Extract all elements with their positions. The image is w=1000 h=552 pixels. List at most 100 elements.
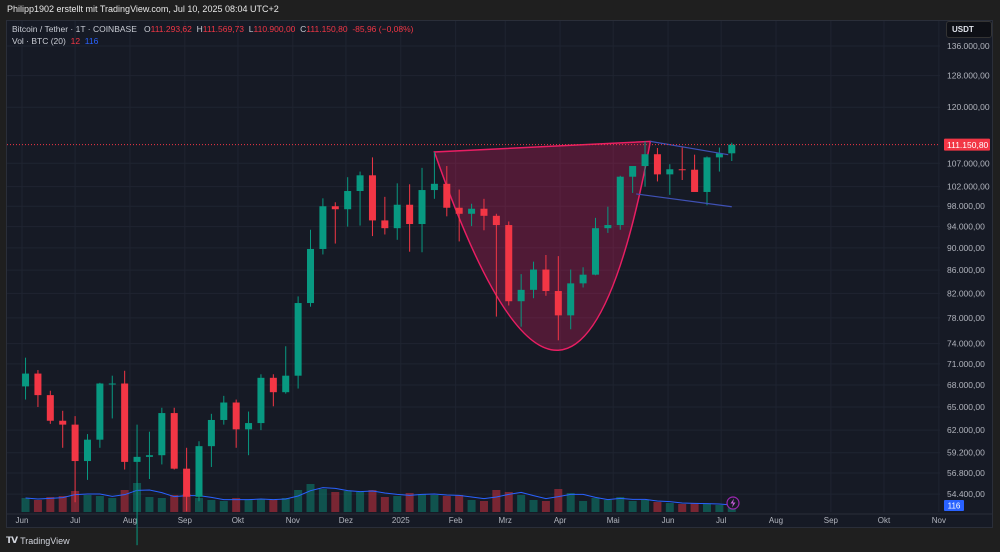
chart-legend: Bitcoin / Tether · 1T · COINBASE O111.29… <box>12 23 414 47</box>
x-tick-label: Okt <box>878 516 891 525</box>
candle-body <box>71 424 79 462</box>
x-tick-label: 2025 <box>392 516 410 525</box>
open-value: 111.293,62 <box>150 24 192 34</box>
volume-bar <box>430 495 439 512</box>
volume-bar <box>566 493 575 512</box>
volume-bar <box>368 490 377 512</box>
x-tick-label: Jul <box>716 516 726 525</box>
candle-body <box>307 248 315 304</box>
candle-body <box>715 153 723 158</box>
volume-bar <box>108 498 117 512</box>
volume-bar <box>690 503 699 512</box>
cup-pattern-annotation <box>433 140 652 352</box>
volume-bar <box>343 491 352 512</box>
x-tick-label: Sep <box>178 516 193 525</box>
volume-bar <box>442 496 451 512</box>
low-label: L <box>248 24 254 34</box>
candle-body <box>455 207 463 214</box>
volume-bar <box>207 500 216 512</box>
volume-bar <box>120 490 129 512</box>
volume-bar <box>641 500 650 512</box>
candle-body <box>591 228 599 275</box>
candle-body <box>170 413 178 469</box>
y-tick-label: 128.000,00 <box>947 71 990 81</box>
volume-bar <box>603 500 612 512</box>
candle-body <box>604 225 612 229</box>
candle-body <box>282 375 290 393</box>
candle-body <box>517 289 525 302</box>
x-tick-label: Feb <box>449 516 463 525</box>
candle-body <box>220 402 228 420</box>
last-volume-label-bg <box>944 500 964 511</box>
y-tick-label: 98.000,00 <box>947 201 985 211</box>
chart-frame[interactable] <box>6 20 993 528</box>
candle-body <box>158 413 166 456</box>
candle-body <box>245 423 253 430</box>
currency-unit-button[interactable]: USDT <box>946 21 992 38</box>
candle-body <box>393 204 401 229</box>
volume-bar <box>479 501 488 512</box>
candle-body <box>542 269 550 292</box>
high-value: 111.569,73 <box>202 24 245 34</box>
candle-body <box>257 377 265 424</box>
candle-body <box>468 208 476 214</box>
volume-bar <box>418 494 427 512</box>
candle-body <box>430 183 438 191</box>
last-price-label: 111.150,80 <box>947 140 989 150</box>
candle-body <box>691 169 699 192</box>
volume-bar <box>504 492 513 512</box>
candle-body <box>505 225 513 302</box>
candle-body <box>616 176 624 226</box>
volume-bar <box>380 497 389 512</box>
volume-bar <box>665 503 674 512</box>
y-tick-label: 82.000,00 <box>947 288 985 298</box>
y-tick-label: 68.000,00 <box>947 380 985 390</box>
volume-bar <box>306 484 315 512</box>
volume-bar <box>294 490 303 512</box>
volume-bar <box>591 498 600 512</box>
volume-bar <box>58 496 67 512</box>
volume-bar <box>356 492 365 512</box>
candle-body <box>269 377 277 393</box>
x-tick-label: Jun <box>662 516 675 525</box>
x-tick-label: Aug <box>769 516 783 525</box>
chart-credit: Philipp1902 erstellt mit TradingView.com… <box>7 4 279 14</box>
candle-body <box>492 215 500 226</box>
candle-body <box>344 191 352 210</box>
volume-ma-line <box>25 487 732 506</box>
channel-upper-line <box>650 140 729 156</box>
volume-bar <box>33 500 42 512</box>
x-tick-label: Jul <box>70 516 80 525</box>
volume-bar <box>219 501 228 512</box>
volume-bar <box>170 495 179 512</box>
last-volume-label: 116 <box>948 502 961 511</box>
volume-bar <box>628 501 637 512</box>
x-tick-label: Mai <box>607 516 620 525</box>
tradingview-logo-icon: 𝗧𝗩 <box>6 535 18 545</box>
x-tick-label: Apr <box>554 516 567 525</box>
volume-bar <box>83 495 92 512</box>
candle-body <box>145 455 153 457</box>
candle-body <box>232 402 240 430</box>
candle-body <box>356 175 364 192</box>
x-tick-label: Nov <box>286 516 300 525</box>
candle-body <box>319 206 327 249</box>
brand-name: TradingView <box>20 535 70 546</box>
volume-bar <box>455 495 464 512</box>
volume-bar <box>269 500 278 512</box>
candle-body <box>703 157 711 192</box>
y-tick-label: 94.000,00 <box>947 222 985 232</box>
candle-body <box>207 419 215 447</box>
candle-body <box>678 169 686 171</box>
volume-legend-row: Vol · BTC (20) 12 116 <box>12 35 414 47</box>
candle-body <box>22 373 30 387</box>
candle-body <box>728 144 736 154</box>
candle-body <box>96 383 104 440</box>
volume-bar <box>95 496 104 512</box>
volume-bar <box>702 504 711 512</box>
symbol-label[interactable]: Bitcoin / Tether · 1T · COINBASE <box>12 24 137 34</box>
volume-label[interactable]: Vol · BTC (20) <box>12 36 66 46</box>
volume-bar <box>579 501 588 512</box>
candle-body <box>554 291 562 316</box>
